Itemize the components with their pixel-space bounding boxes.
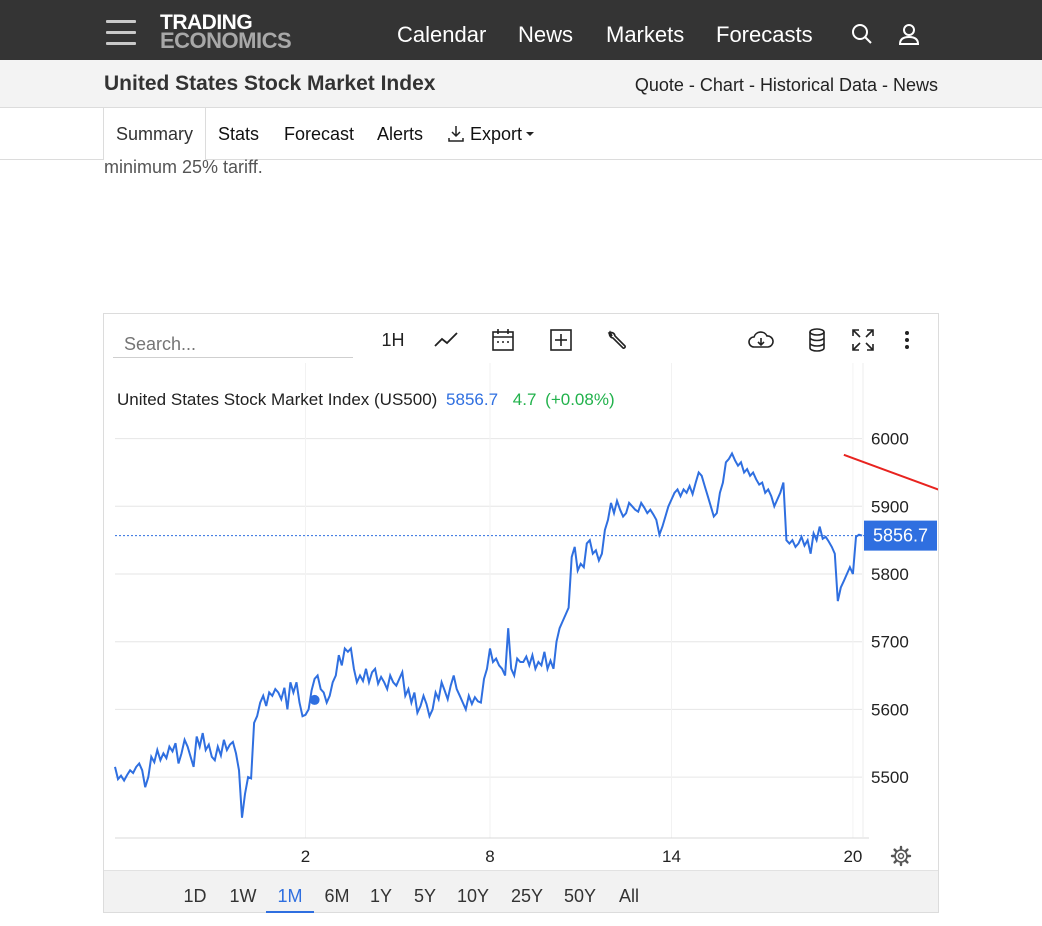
x-tick-label: 14 — [662, 847, 681, 866]
range-5y[interactable]: 5Y — [413, 886, 437, 906]
y-tick-label: 6000 — [871, 430, 909, 449]
x-tick-label: 2 — [301, 847, 310, 866]
link-chart[interactable]: Chart — [699, 75, 744, 95]
quote-change: 4.7 — [513, 390, 537, 409]
fullscreen-icon[interactable] — [850, 326, 876, 354]
nav-forecasts[interactable]: Forecasts — [716, 22, 813, 47]
wrench-icon[interactable] — [604, 326, 630, 354]
series-line-us500 — [114, 451, 863, 818]
symbol-search-input[interactable] — [113, 330, 353, 358]
quote-change-percent: (+0.08%) — [545, 390, 614, 409]
link-news[interactable]: News — [892, 75, 938, 95]
y-tick-label: 5500 — [871, 768, 909, 787]
download-icon — [448, 126, 464, 142]
last-price-badge-bg — [864, 520, 937, 551]
range-1y[interactable]: 1Y — [369, 886, 393, 906]
nav-news[interactable]: News — [518, 22, 574, 47]
nav-markets[interactable]: Markets — [606, 22, 685, 47]
x-tick-label: 20 — [843, 847, 862, 866]
calendar-icon[interactable] — [490, 326, 516, 354]
range-50y[interactable]: 50Y — [563, 886, 597, 906]
time-range-bar: 1D 1W 1M 6M 1Y 5Y 10Y 25Y 50Y All — [104, 870, 938, 913]
search-icon[interactable] — [850, 22, 874, 46]
tab-stats[interactable]: Stats — [218, 124, 260, 144]
y-tick-label: 5900 — [871, 497, 909, 516]
settings-gear-icon[interactable] — [890, 845, 912, 867]
export-label: Export — [470, 124, 523, 144]
tab-forecast[interactable]: Forecast — [284, 124, 355, 144]
menu-icon[interactable] — [106, 20, 136, 45]
range-all[interactable]: All — [618, 886, 639, 906]
interval-button[interactable]: 1H — [381, 329, 405, 350]
event-marker[interactable] — [309, 694, 320, 705]
database-icon[interactable] — [806, 326, 828, 354]
line-chart-icon[interactable] — [433, 326, 459, 354]
tab-bar: Summary Stats Forecast Alerts Export — [0, 108, 1042, 160]
tab-export[interactable]: Export — [446, 108, 536, 160]
y-tick-label: 5600 — [871, 700, 909, 719]
range-10y[interactable]: 10Y — [456, 886, 490, 906]
caret-down-icon — [526, 132, 535, 136]
brand-line2: ECONOMICS — [160, 28, 292, 53]
page-title: United States Stock Market Index — [104, 72, 436, 95]
top-nav-bar: TRADING ECONOMICS Calendar News Markets … — [0, 0, 1042, 60]
range-1m[interactable]: 1M — [266, 871, 314, 913]
range-1w[interactable]: 1W — [229, 886, 257, 906]
trendline[interactable] — [843, 453, 938, 529]
breadcrumb: Quote - Chart - Historical Data - News — [634, 75, 938, 95]
range-25y[interactable]: 25Y — [510, 886, 544, 906]
more-options-icon[interactable] — [899, 326, 915, 354]
cloud-download-icon[interactable] — [746, 326, 776, 354]
x-tick-label: 8 — [485, 847, 494, 866]
page-header: United States Stock Market Index Quote - C… — [0, 60, 1042, 108]
user-icon[interactable] — [897, 22, 921, 46]
y-tick-label: 5700 — [871, 633, 909, 652]
range-1d[interactable]: 1D — [183, 886, 207, 906]
article-snippet: minimum 25% tariff. — [104, 157, 263, 177]
tab-alerts[interactable]: Alerts — [377, 124, 424, 144]
add-indicator-icon[interactable] — [548, 326, 574, 354]
svg-text:United States Stock Market Ind: United States Stock Market Index (US500)… — [117, 390, 615, 409]
quote-name: United States Stock Market Index (US500) — [117, 390, 437, 409]
brand-line1: TRADING — [160, 11, 253, 34]
last-price-badge: 5856.7 — [873, 526, 928, 546]
link-quote[interactable]: Quote — [634, 75, 684, 95]
range-6m[interactable]: 6M — [324, 886, 350, 906]
nav-calendar[interactable]: Calendar — [397, 22, 487, 47]
y-tick-label: 5800 — [871, 565, 909, 584]
quote-price: 5856.7 — [446, 390, 498, 409]
link-historical-data[interactable]: Historical Data — [759, 75, 877, 95]
brand-logo[interactable]: TRADING ECONOMICS — [160, 11, 292, 53]
tab-summary[interactable]: Summary — [103, 108, 206, 160]
